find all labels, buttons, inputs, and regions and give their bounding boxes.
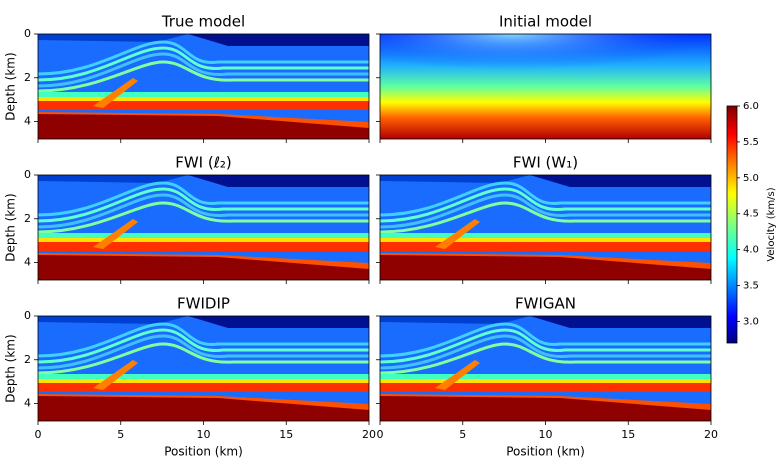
y-tick-label: 2: [24, 353, 31, 366]
y-tick-label: 4: [24, 256, 31, 269]
x-tick-label: 10: [539, 428, 553, 441]
colorbar-tick-label: 4.5: [743, 209, 759, 220]
colorbar-tick-label: 3.0: [743, 316, 759, 327]
y-tick-label: 0: [24, 168, 31, 181]
x-tick-label: 15: [279, 428, 293, 441]
colorbar-tick-label: 3.5: [743, 281, 759, 292]
x-tick-label: 15: [621, 428, 635, 441]
x-tick-label: 5: [117, 428, 124, 441]
colorbar-tick-label: 4.0: [743, 245, 759, 256]
panel-title: Initial model: [499, 13, 592, 31]
y-tick-label: 0: [24, 309, 31, 322]
colorbar-tick-label: 5.5: [743, 137, 759, 148]
x-axis-label: Position (km): [164, 445, 243, 459]
y-tick-label: 4: [24, 115, 31, 128]
x-tick-label: 20: [362, 428, 376, 441]
x-tick-label: 20: [704, 428, 718, 441]
panel-title: FWI (ℓ₂): [175, 154, 232, 172]
y-axis-label: Depth (km): [4, 334, 18, 402]
panel-title: True model: [161, 13, 245, 31]
velocity-image: [38, 175, 369, 280]
x-tick-label: 0: [35, 428, 42, 441]
colorbar: [726, 105, 738, 344]
y-axis-label: Depth (km): [4, 193, 18, 261]
y-tick-label: 2: [24, 212, 31, 225]
x-tick-label: 5: [459, 428, 466, 441]
velocity-image: [380, 175, 711, 280]
y-axis-label: Depth (km): [4, 52, 18, 120]
y-tick-label: 4: [24, 397, 31, 410]
velocity-image: [380, 316, 711, 421]
panel-title: FWIDIP: [177, 295, 230, 313]
panel-title: FWI (W₁): [513, 154, 578, 172]
x-tick-label: 10: [197, 428, 211, 441]
colorbar-tick-label: 5.0: [743, 173, 759, 184]
y-tick-label: 2: [24, 71, 31, 84]
y-tick-label: 0: [24, 27, 31, 40]
velocity-image: [38, 316, 369, 421]
panel-title: FWIGAN: [515, 295, 576, 313]
x-axis-label: Position (km): [506, 445, 585, 459]
velocity-image: [38, 34, 369, 139]
x-tick-label: 0: [377, 428, 384, 441]
velocity-image: [380, 34, 711, 139]
colorbar-tick-label: 6.0: [743, 101, 759, 112]
colorbar-label: Velocity (km/s): [766, 187, 777, 261]
